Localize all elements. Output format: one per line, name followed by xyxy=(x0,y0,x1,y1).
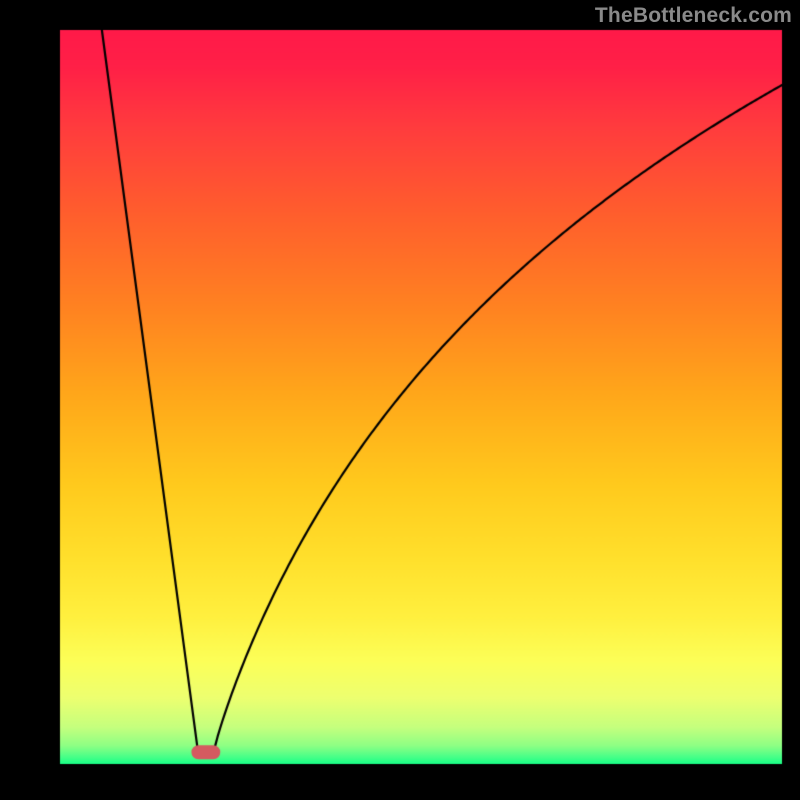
watermark-text: TheBottleneck.com xyxy=(595,4,792,28)
chart-container: TheBottleneck.com xyxy=(0,0,800,800)
chart-canvas xyxy=(0,0,800,800)
